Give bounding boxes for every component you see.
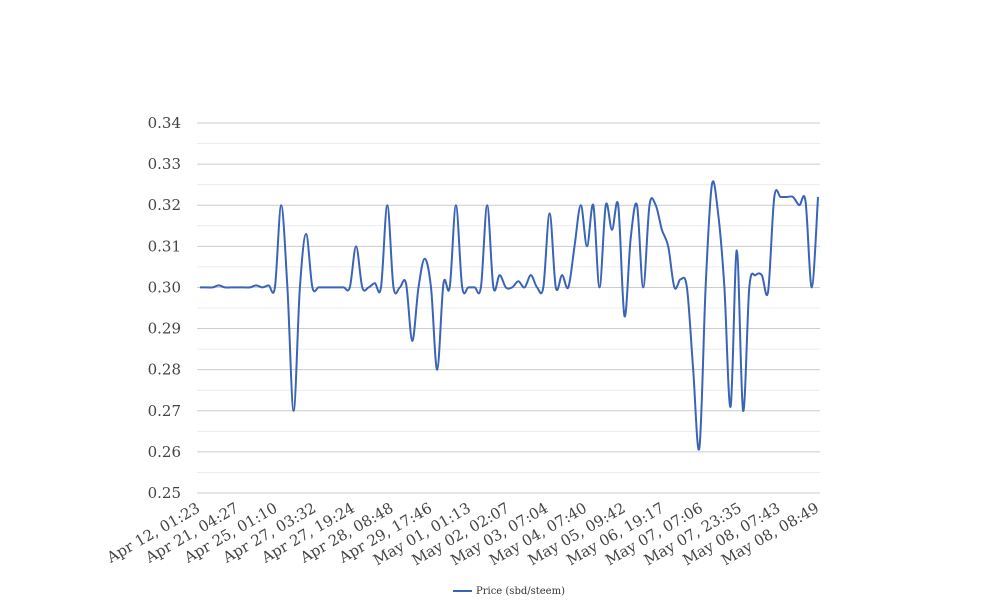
- series-layer: [200, 180, 819, 451]
- legend: Price (sbd/steem): [453, 586, 565, 597]
- y-tick-label: 0.26: [148, 443, 181, 461]
- gridlines: [197, 122, 820, 494]
- y-tick-label: 0.34: [148, 114, 181, 132]
- y-tick-label: 0.33: [148, 155, 181, 173]
- series-line: [200, 180, 819, 451]
- y-tick-label: 0.32: [148, 196, 181, 214]
- y-axis-ticks: 0.25 0.26 0.27 0.28 0.29 0.30 0.31 0.32 0.33 0.34: [148, 114, 181, 502]
- y-tick-label: 0.29: [148, 320, 181, 338]
- y-tick-label: 0.30: [148, 278, 181, 296]
- y-tick-label: 0.28: [148, 361, 181, 379]
- y-tick-label: 0.31: [148, 237, 181, 255]
- y-tick-label: 0.25: [148, 484, 181, 502]
- legend-label: Price (sbd/steem): [476, 586, 565, 597]
- y-tick-label: 0.27: [148, 402, 181, 420]
